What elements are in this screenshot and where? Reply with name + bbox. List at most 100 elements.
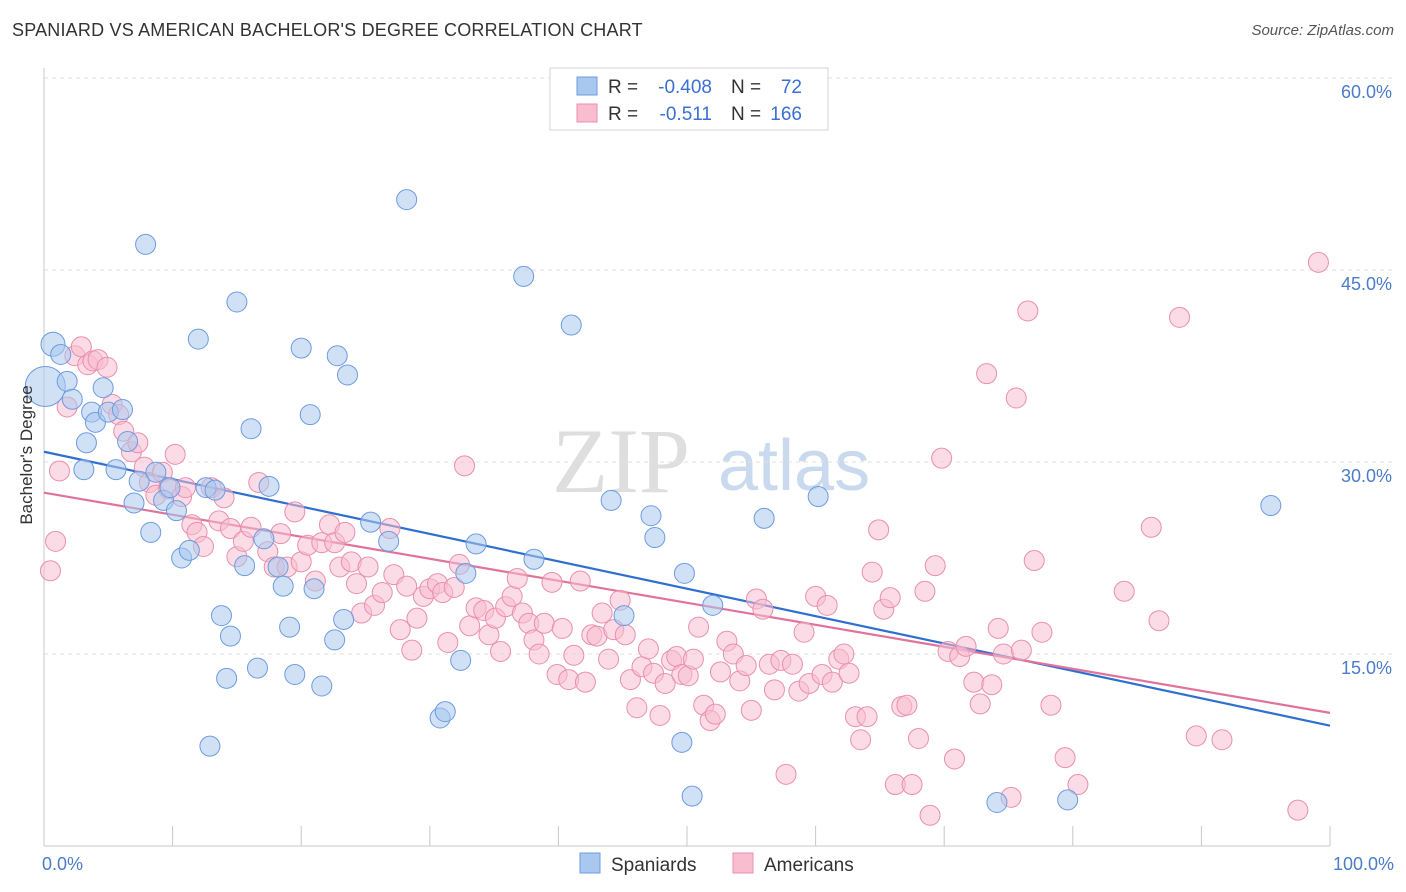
r-value-spaniards: -0.408 — [658, 77, 712, 98]
point-spaniards — [216, 667, 238, 689]
point-americans — [637, 638, 659, 660]
point-spaniards — [673, 562, 695, 584]
point-americans — [919, 804, 941, 826]
point-americans — [793, 621, 815, 643]
point-americans — [1010, 639, 1032, 661]
point-americans — [598, 648, 620, 670]
point-americans — [574, 671, 596, 693]
point-spaniards — [117, 431, 139, 453]
point-americans — [96, 356, 118, 378]
point-americans — [551, 617, 573, 639]
point-americans — [541, 571, 563, 593]
point-americans — [219, 518, 241, 540]
x-tick-label: 0.0% — [42, 854, 83, 874]
point-americans — [345, 573, 367, 595]
legend-swatch-americans — [732, 852, 754, 874]
point-americans — [1023, 550, 1045, 572]
point-spaniards — [92, 377, 114, 399]
point-americans — [1287, 799, 1309, 821]
legend-swatch-spaniards — [579, 852, 601, 874]
point-spaniards — [513, 265, 535, 287]
point-americans — [924, 555, 946, 577]
n-value-americans: 166 — [770, 104, 802, 125]
point-spaniards — [702, 594, 724, 616]
point-spaniards — [644, 527, 666, 549]
point-americans — [284, 501, 306, 523]
americans-swatch — [576, 103, 598, 123]
point-spaniards — [187, 328, 209, 350]
point-spaniards — [56, 370, 78, 392]
point-americans — [969, 693, 991, 715]
point-spaniards — [165, 500, 187, 522]
point-americans — [569, 570, 591, 592]
point-spaniards — [145, 461, 167, 483]
point-americans — [164, 443, 186, 465]
point-americans — [1113, 580, 1135, 602]
point-americans — [1169, 306, 1191, 328]
point-americans — [688, 616, 710, 638]
point-spaniards — [465, 533, 487, 555]
point-spaniards — [73, 459, 95, 481]
y-tick-label: 15.0% — [1341, 658, 1392, 678]
point-spaniards — [105, 459, 127, 481]
point-americans — [704, 703, 726, 725]
watermark-atlas: atlas — [718, 426, 870, 506]
point-americans — [868, 519, 890, 541]
point-americans — [443, 576, 465, 598]
point-spaniards — [50, 343, 72, 365]
y-tick-label: 30.0% — [1341, 466, 1392, 486]
point-americans — [981, 674, 1003, 696]
point-spaniards — [128, 470, 150, 492]
point-spaniards — [303, 578, 325, 600]
point-americans — [1307, 251, 1329, 273]
data-points — [24, 189, 1329, 826]
point-americans — [987, 617, 1009, 639]
y-axis-title: Bachelor's Degree — [17, 385, 36, 524]
point-spaniards — [396, 189, 418, 211]
point-spaniards — [299, 404, 321, 426]
point-americans — [955, 635, 977, 657]
point-americans — [371, 582, 393, 604]
point-americans — [850, 729, 872, 751]
point-americans — [357, 556, 379, 578]
point-americans — [563, 644, 585, 666]
point-americans — [735, 655, 757, 677]
axes: 15.0% 30.0% 45.0% 60.0% 0.0% 100.0% — [42, 68, 1394, 874]
point-spaniards — [613, 605, 635, 627]
point-spaniards — [290, 337, 312, 359]
point-spaniards — [336, 364, 358, 386]
point-americans — [763, 679, 785, 701]
point-americans — [901, 774, 923, 796]
point-americans — [752, 598, 774, 620]
n-value-spaniards: 72 — [781, 77, 802, 98]
point-spaniards — [246, 657, 268, 679]
point-americans — [907, 727, 929, 749]
r-value-americans: -0.511 — [660, 104, 712, 125]
point-spaniards — [159, 477, 181, 499]
point-americans — [528, 643, 550, 665]
point-americans — [396, 575, 418, 597]
point-americans — [45, 530, 67, 552]
point-americans — [856, 706, 878, 728]
point-americans — [1148, 610, 1170, 632]
point-spaniards — [1260, 495, 1282, 517]
point-americans — [775, 763, 797, 785]
point-americans — [740, 699, 762, 721]
point-spaniards — [267, 556, 289, 578]
point-spaniards — [234, 555, 256, 577]
point-americans — [654, 672, 676, 694]
point-americans — [490, 640, 512, 662]
series-legend: Spaniards Americans — [579, 852, 854, 876]
point-spaniards — [135, 233, 157, 255]
point-spaniards — [240, 418, 262, 440]
point-americans — [614, 624, 636, 646]
point-americans — [1067, 774, 1089, 796]
point-americans — [914, 580, 936, 602]
point-americans — [48, 460, 70, 482]
point-americans — [1017, 300, 1039, 322]
point-spaniards — [671, 731, 693, 753]
point-americans — [1185, 725, 1207, 747]
point-americans — [781, 653, 803, 675]
point-americans — [816, 594, 838, 616]
r-label-americans: R = — [608, 104, 638, 125]
